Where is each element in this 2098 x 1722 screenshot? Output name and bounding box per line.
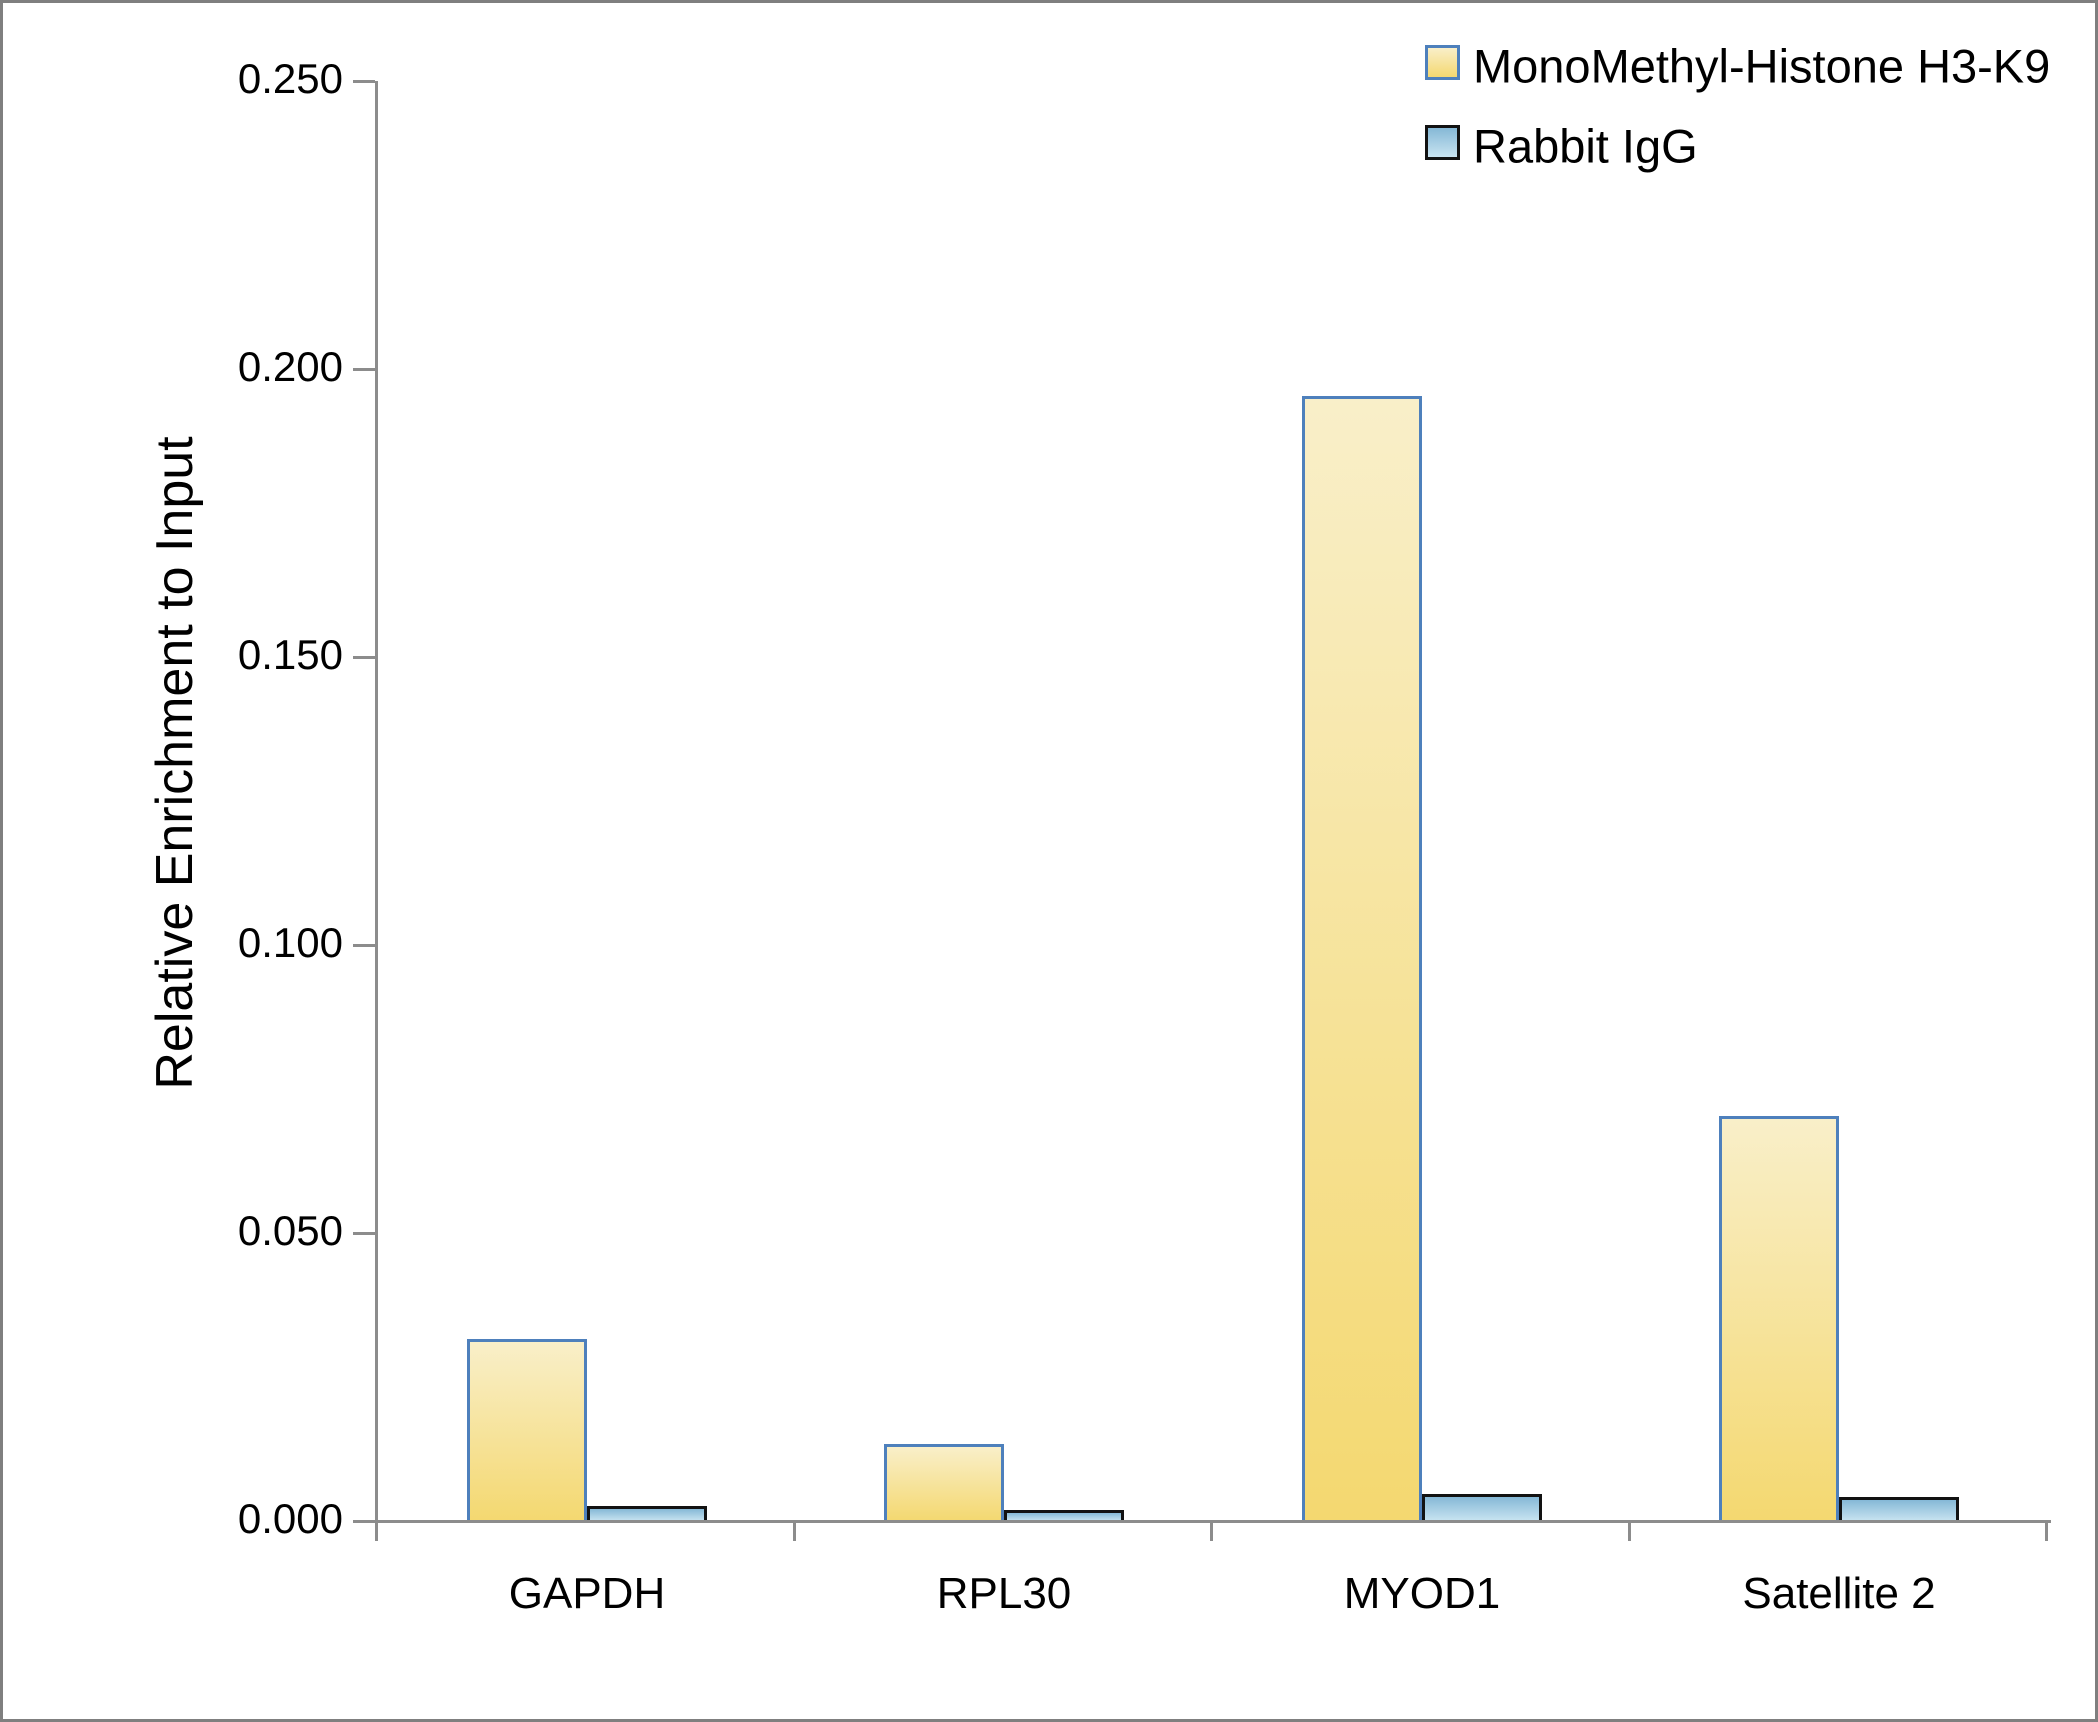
legend-label-rabbit-igg: Rabbit IgG	[1473, 119, 1698, 172]
legend-item-rabbit-igg: Rabbit IgG	[1425, 119, 2065, 172]
x-axis-label-myod1: MYOD1	[1343, 1569, 1501, 1618]
y-axis-tick	[353, 944, 375, 947]
y-axis-tick	[353, 80, 375, 83]
bar-rabbit-satellite-2	[1839, 1497, 1959, 1521]
legend-item-monomethyl-histone-h3-k9: MonoMethyl-Histone H3-K9	[1425, 39, 2065, 92]
y-axis-tick-label: 0.200	[237, 343, 343, 391]
y-axis-tick	[353, 1232, 375, 1235]
bar-monomethyl-myod1	[1302, 396, 1422, 1521]
y-axis-tick-label: 0.250	[237, 55, 343, 103]
x-axis-label-satellite-2: Satellite 2	[1742, 1569, 1936, 1618]
x-axis-tick	[2045, 1521, 2048, 1541]
y-axis-tick-label: 0.000	[237, 1495, 343, 1543]
y-axis-title: Relative Enrichment to Input	[146, 436, 204, 1090]
legend-swatch-rabbit-igg	[1425, 125, 1460, 160]
x-axis-label-rpl30: RPL30	[936, 1569, 1072, 1618]
y-axis-tick-label: 0.100	[237, 919, 343, 967]
y-axis-line	[375, 81, 378, 1540]
bar-monomethyl-rpl30	[884, 1444, 1004, 1521]
legend-label-monomethyl-histone-h3-k9: MonoMethyl-Histone H3-K9	[1473, 39, 2051, 92]
y-axis-tick-label: 0.150	[237, 631, 343, 679]
y-axis-tick	[353, 656, 375, 659]
x-axis-tick	[1210, 1521, 1213, 1541]
y-axis-tick	[353, 1520, 375, 1523]
legend-swatch-monomethyl-histone-h3-k9	[1425, 45, 1460, 80]
y-axis-tick-label: 0.050	[237, 1207, 343, 1255]
x-axis-tick	[793, 1521, 796, 1541]
bar-monomethyl-satellite-2	[1719, 1116, 1839, 1521]
x-axis-line	[375, 1520, 2051, 1523]
x-axis-tick	[1628, 1521, 1631, 1541]
x-axis-tick	[375, 1521, 378, 1541]
x-axis-label-gapdh: GAPDH	[508, 1569, 666, 1618]
y-axis-tick	[353, 368, 375, 371]
bar-rabbit-gapdh	[587, 1506, 707, 1521]
bar-rabbit-myod1	[1422, 1494, 1542, 1521]
bar-monomethyl-gapdh	[467, 1339, 587, 1521]
bar-rabbit-rpl30	[1004, 1510, 1124, 1521]
